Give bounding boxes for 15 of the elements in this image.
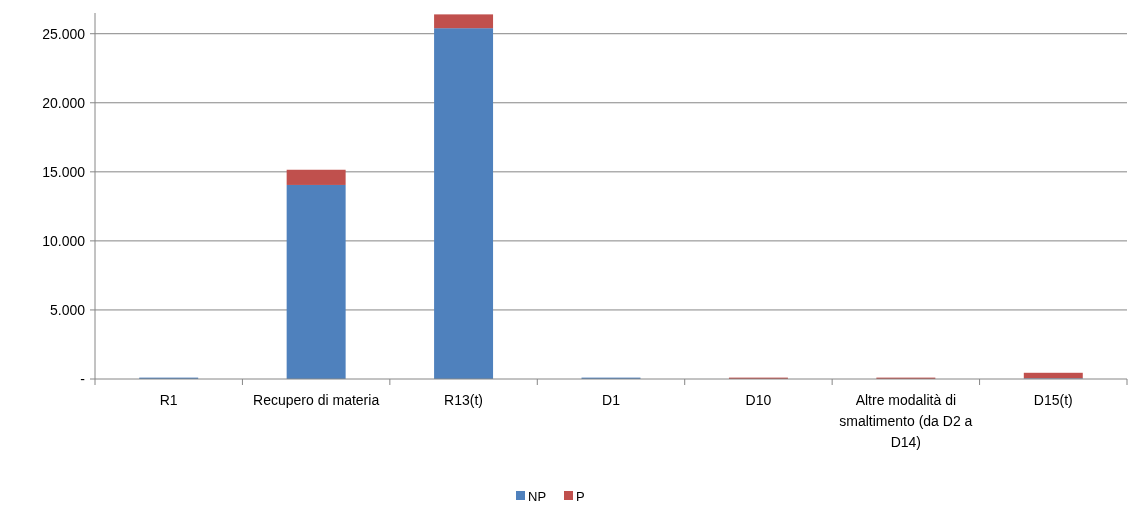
- x-tick-label: R1: [159, 392, 178, 408]
- y-tick-label: 20.000: [42, 94, 86, 111]
- y-tick-label: -: [80, 370, 86, 387]
- y-tick-label: 5.000: [49, 301, 86, 318]
- x-tick-label: D1: [602, 392, 621, 408]
- y-tick-label: 10.000: [42, 232, 86, 249]
- y-tick-label: 25.000: [42, 25, 86, 42]
- x-tick-label: R13(t): [444, 392, 484, 408]
- x-tick-label: D10: [745, 392, 772, 408]
- y-tick-label: 15.000: [42, 163, 86, 180]
- legend-label: P: [576, 488, 585, 504]
- x-tick-label: Altre modalità di smaltimento (da D2 a D14): [839, 392, 973, 450]
- legend-label: NP: [528, 488, 547, 504]
- x-tick-label: D15(t): [1033, 392, 1073, 408]
- x-tick-label: Recupero di materia: [253, 392, 380, 408]
